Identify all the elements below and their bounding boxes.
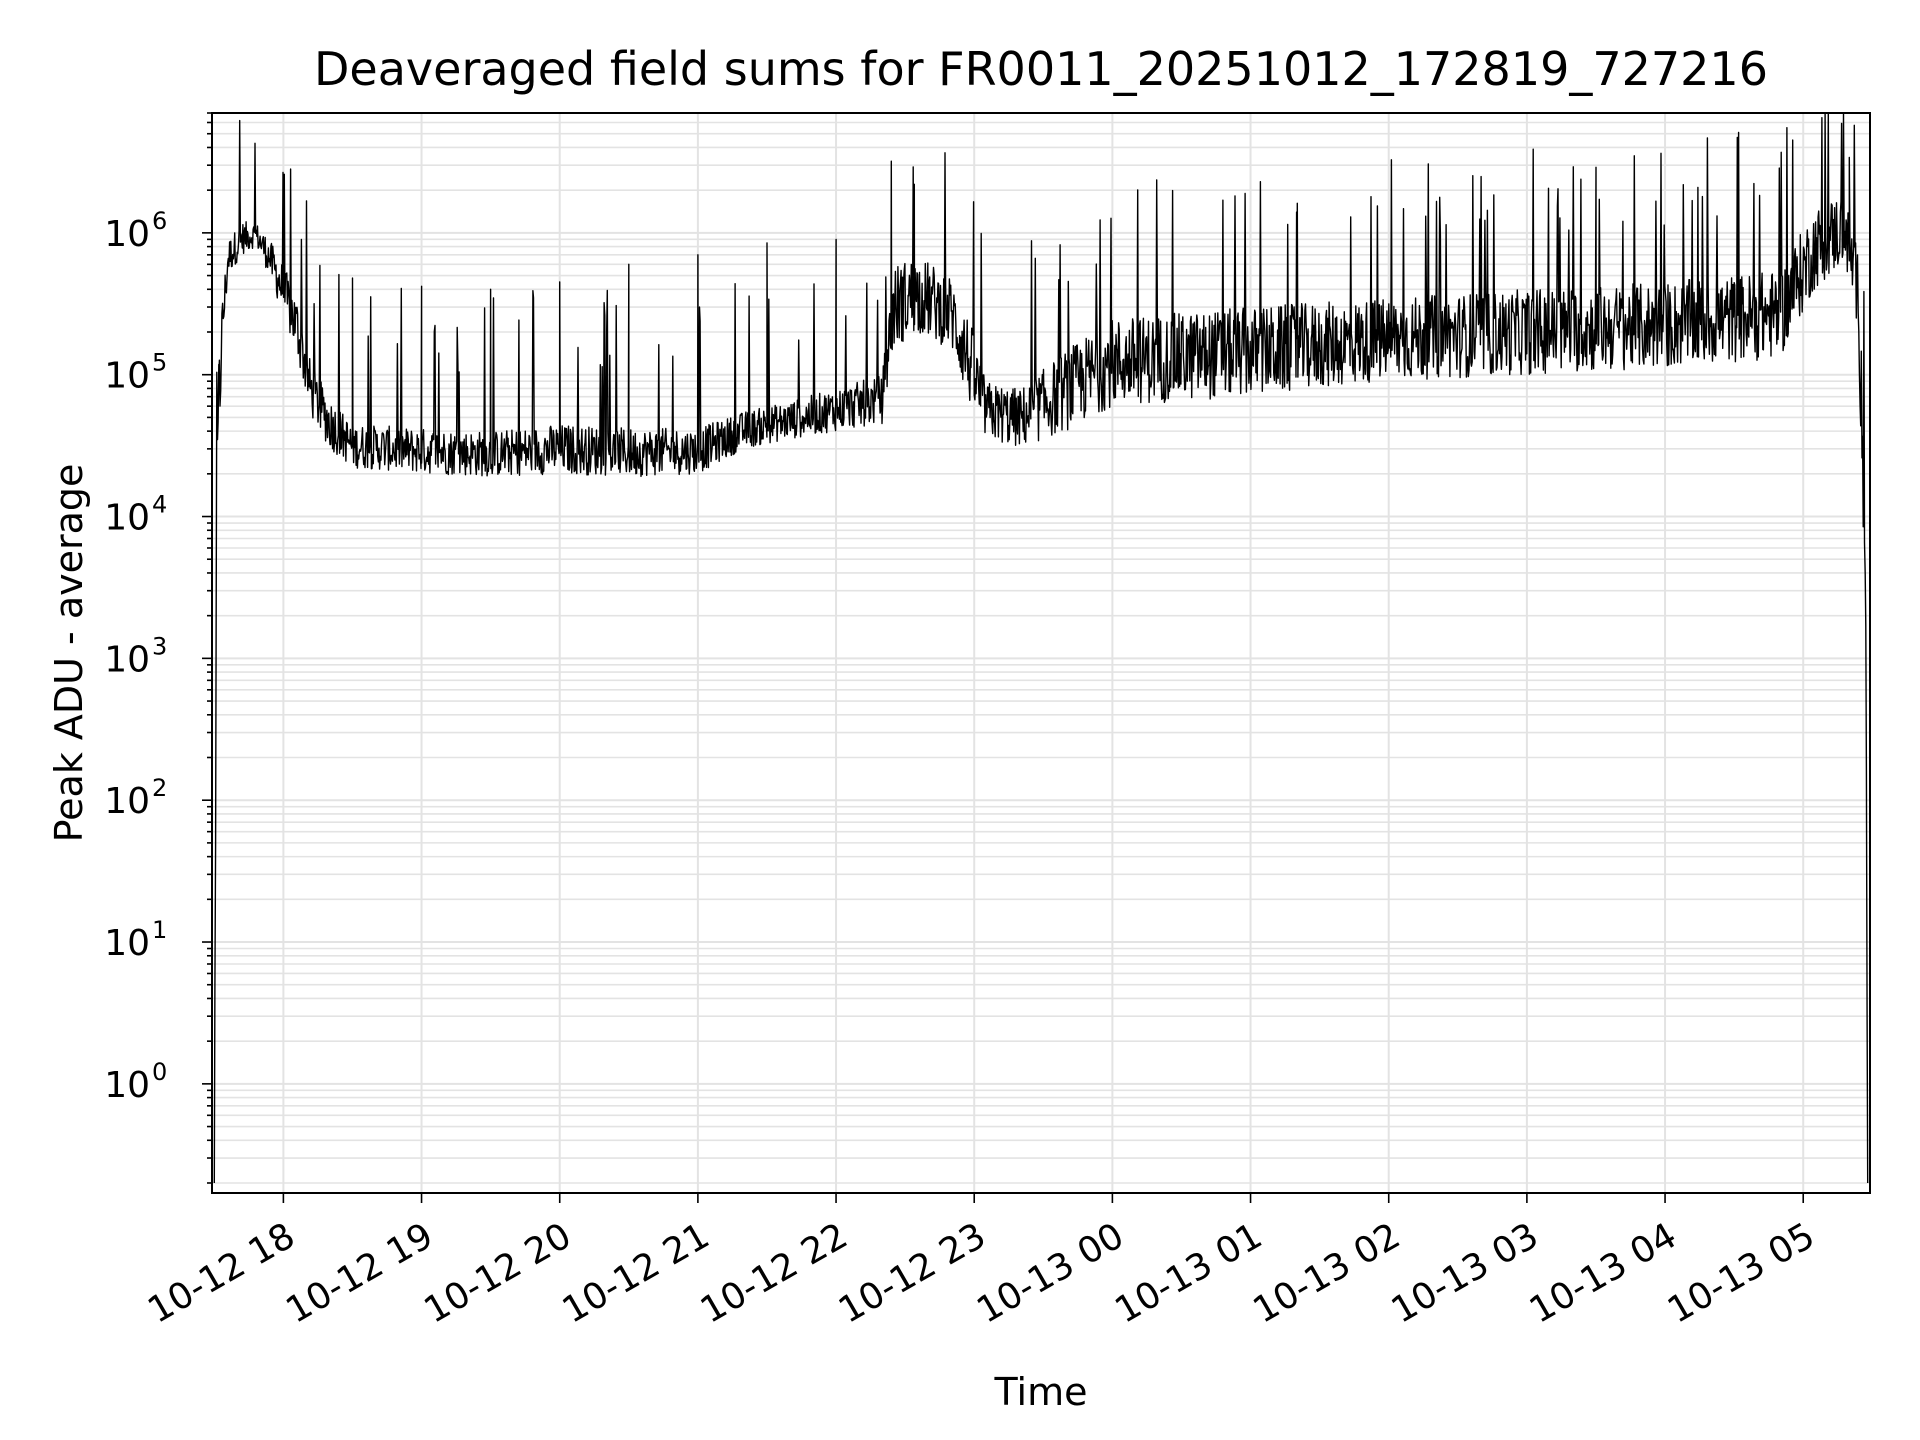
series-line: [213, 112, 1869, 1184]
y-tick-label: 10: [104, 781, 150, 822]
y-tick-exponent: 0: [152, 1058, 167, 1086]
y-tick-exponent: 1: [152, 916, 167, 944]
y-tick-exponent: 6: [152, 207, 167, 235]
y-tick-label: 10: [104, 923, 150, 964]
y-tick-exponent: 5: [152, 349, 167, 377]
grid: [212, 112, 1870, 1193]
chart-title: Deaveraged field sums for FR0011_2025101…: [314, 42, 1768, 96]
y-tick-label: 10: [104, 498, 150, 539]
y-tick-exponent: 3: [152, 632, 167, 660]
series-layer: [213, 112, 1869, 1184]
y-tick-exponent: 4: [152, 491, 167, 519]
plot-frame: [211, 112, 1871, 1194]
y-tick-exponent: 2: [152, 774, 167, 802]
y-tick-label: 10: [104, 356, 150, 397]
y-axis-label: Peak ADU - average: [47, 464, 91, 843]
y-tick-label: 10: [104, 1065, 150, 1106]
y-tick-label: 10: [104, 639, 150, 680]
x-axis-label: Time: [994, 1370, 1088, 1414]
y-tick-label: 10: [104, 214, 150, 255]
